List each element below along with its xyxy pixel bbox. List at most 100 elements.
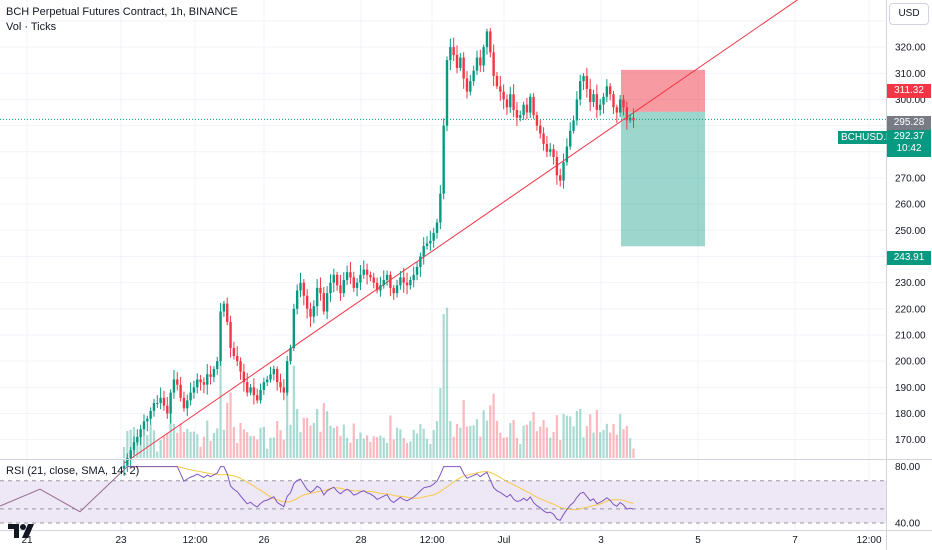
candle-body	[242, 371, 246, 383]
volume-bar	[509, 423, 512, 458]
candle-body	[575, 99, 579, 121]
volume-bar	[405, 442, 409, 458]
volume-bar	[419, 423, 422, 458]
trendline[interactable]	[123, 0, 932, 464]
candle-body	[509, 94, 512, 108]
volume-bar	[232, 426, 235, 458]
candle-body	[139, 429, 142, 438]
candle-body	[339, 285, 342, 294]
candle-body	[359, 274, 362, 283]
y-tick-label: 230.00	[895, 278, 926, 289]
volume-bar	[356, 439, 359, 458]
candle-body	[282, 387, 286, 393]
volume-bar	[296, 409, 299, 458]
currency-button[interactable]: USD	[889, 3, 929, 25]
candle-body	[196, 379, 199, 388]
volume-bar	[122, 447, 126, 458]
candle-body	[149, 410, 152, 419]
candle-body	[295, 290, 299, 309]
candle-body	[462, 57, 465, 79]
candle-body	[559, 175, 562, 181]
candle-body	[172, 379, 176, 393]
volume-bar	[226, 402, 229, 458]
candle-body	[415, 266, 419, 275]
volume-bar	[382, 437, 385, 458]
volume-bar	[512, 419, 515, 458]
candle-body	[502, 91, 505, 100]
volume-bar	[322, 403, 325, 458]
candle-body	[562, 162, 565, 181]
volume-bar	[336, 426, 339, 458]
volume-bar	[292, 365, 295, 458]
volume-bar	[339, 435, 342, 458]
candle-body	[612, 94, 615, 108]
volume-bar	[375, 437, 379, 458]
candle-body	[375, 282, 379, 291]
volume-bar	[129, 429, 132, 458]
short-position-tool[interactable]	[0, 69, 886, 247]
volume-bar	[452, 436, 455, 458]
volume-bar	[455, 423, 459, 458]
candle-body	[216, 361, 219, 370]
volume-bar	[489, 405, 492, 458]
candle-body	[325, 293, 329, 312]
candle-body	[419, 256, 422, 267]
rsi-lead	[0, 466, 128, 513]
candle-body	[625, 107, 629, 121]
candle-body	[222, 303, 226, 312]
volume-bar	[306, 417, 309, 458]
volume-bar	[256, 439, 259, 458]
candle-body	[632, 117, 635, 121]
candle-body	[525, 104, 529, 113]
volume-bar	[272, 437, 275, 458]
volume-bar	[372, 436, 375, 458]
candle-body	[549, 149, 552, 152]
volume-bar	[529, 420, 532, 458]
candle-body	[542, 133, 545, 144]
candle-body	[472, 70, 475, 82]
candle-body	[409, 280, 412, 286]
candlesticks	[122, 28, 635, 476]
volume-bar	[142, 435, 146, 458]
volume-bar	[462, 399, 465, 458]
volume-bar	[519, 444, 522, 458]
candle-body	[335, 274, 339, 286]
candle-body	[262, 382, 266, 390]
volume-bar	[312, 422, 315, 458]
volume-bar	[189, 431, 192, 458]
candle-body	[565, 146, 569, 163]
candle-body	[332, 274, 335, 283]
volume-bar	[399, 429, 402, 458]
candle-body	[589, 88, 592, 103]
x-tick-label: 12:00	[856, 535, 881, 546]
tradingview-logo-icon[interactable]	[6, 520, 40, 542]
candle-body	[535, 115, 539, 126]
candle-body	[289, 348, 292, 362]
candle-body	[309, 308, 312, 317]
volume-bar	[259, 427, 262, 458]
volume-bar	[585, 426, 588, 458]
volume-bar	[359, 432, 362, 458]
candle-body	[569, 130, 572, 147]
candle-body	[449, 47, 452, 61]
candle-body	[275, 369, 279, 383]
volume-bar	[192, 431, 196, 458]
volume-bar	[609, 432, 612, 458]
candle-body	[585, 75, 589, 89]
volume-bar	[159, 440, 162, 458]
volume-bar	[505, 437, 509, 458]
candle-body	[206, 374, 209, 385]
candle-body	[342, 280, 345, 294]
volume-bar	[599, 432, 602, 458]
volume-bar	[302, 418, 305, 458]
candle-body	[455, 54, 459, 69]
target-zone	[621, 111, 705, 247]
candle-body	[628, 117, 632, 121]
volume-bar	[299, 432, 302, 458]
candle-body	[465, 78, 469, 92]
candle-body	[182, 397, 186, 409]
volume-bar	[269, 437, 272, 458]
volume-bar	[369, 441, 372, 458]
candle-body	[545, 143, 549, 152]
